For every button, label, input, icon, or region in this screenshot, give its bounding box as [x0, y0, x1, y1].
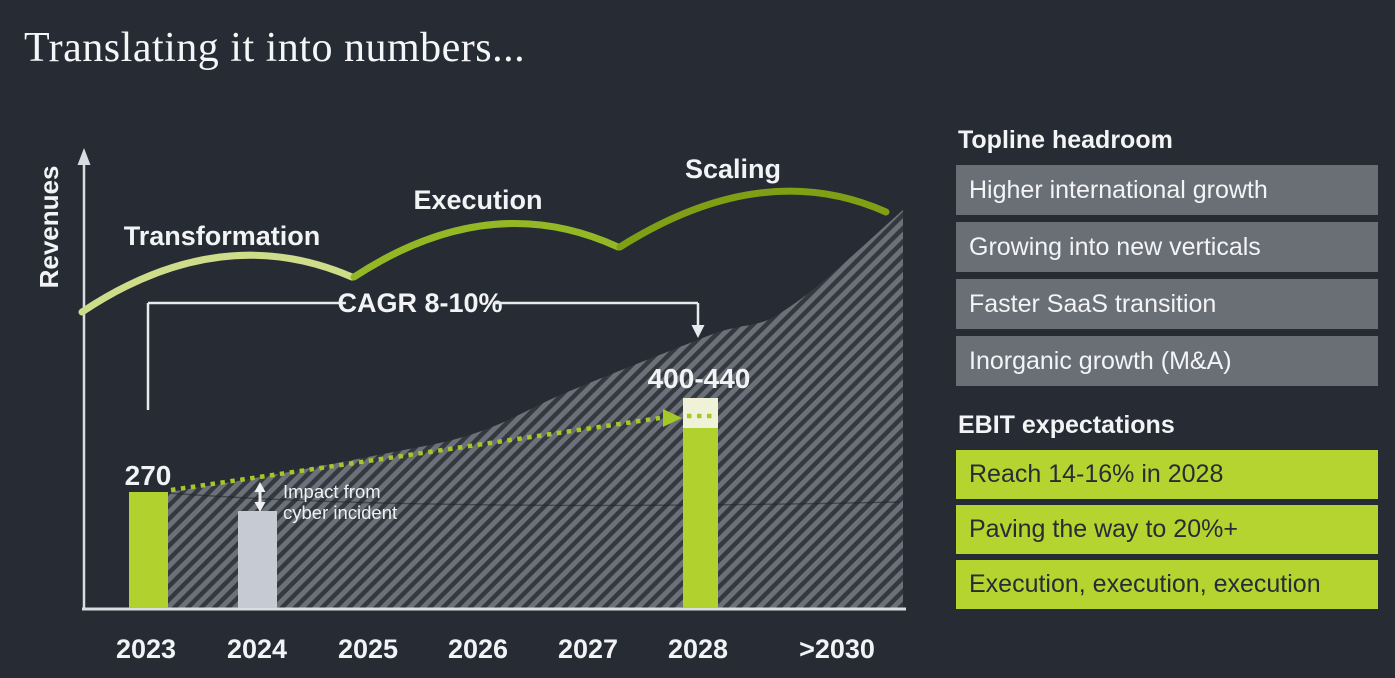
- arc-execution: [350, 219, 622, 281]
- trend-arrowhead-icon: [663, 409, 682, 427]
- topline-item-label: Growing into new verticals: [969, 232, 1261, 261]
- y-axis-label: Revenues: [34, 166, 64, 289]
- topline-item-label: Inorganic growth (M&A): [969, 346, 1232, 375]
- topline-item: Inorganic growth (M&A): [956, 336, 1378, 386]
- cagr-label: CAGR 8-10%: [337, 288, 502, 318]
- incident-arrow-down-icon: [254, 502, 266, 512]
- ebit-item-label: Paving the way to 20%+: [969, 515, 1238, 543]
- topline-item: Faster SaaS transition: [956, 279, 1378, 329]
- phase-label-scaling: Scaling: [685, 154, 781, 184]
- ebit-item-label: Execution, execution, execution: [969, 570, 1321, 598]
- x-label-2023: 2023: [116, 634, 176, 664]
- x-label-2025: 2025: [338, 634, 398, 664]
- x-label-2026: 2026: [448, 634, 508, 664]
- topline-heading: Topline headroom: [958, 126, 1173, 154]
- y-axis-arrow-icon: [77, 148, 91, 165]
- bar-2028: [683, 428, 718, 608]
- topline-item: Higher international growth: [956, 165, 1378, 215]
- x-label-2030: >2030: [799, 634, 875, 664]
- x-label-2024: 2024: [227, 634, 287, 664]
- ebit-heading: EBIT expectations: [958, 411, 1175, 439]
- ebit-item: Reach 14-16% in 2028: [956, 450, 1378, 499]
- incident-note-line1: Impact from: [283, 481, 381, 502]
- topline-item-label: Higher international growth: [969, 175, 1268, 204]
- growth-area: [168, 210, 903, 609]
- side-panel: Topline headroom Higher international gr…: [956, 126, 1378, 615]
- x-label-2027: 2027: [558, 634, 618, 664]
- incident-arrow-up-icon: [254, 482, 266, 492]
- phase-label-execution: Execution: [413, 185, 542, 215]
- incident-note-line2: cyber incident: [283, 502, 397, 523]
- topline-item: Growing into new verticals: [956, 222, 1378, 272]
- ebit-item: Paving the way to 20%+: [956, 505, 1378, 554]
- bar-2024-cyber-incident: [238, 511, 277, 608]
- revenue-chart: Revenues 270 400-440 Transformation Exec…: [34, 148, 906, 664]
- arc-transformation: [78, 251, 356, 316]
- page-title: Translating it into numbers...: [24, 25, 526, 71]
- bar-2023: [129, 492, 168, 608]
- bar-2023-value: 270: [125, 460, 172, 491]
- topline-item-label: Faster SaaS transition: [969, 289, 1217, 318]
- bar-2028-value: 400-440: [648, 363, 751, 394]
- ebit-item: Execution, execution, execution: [956, 560, 1378, 609]
- dotted-trend-line: [170, 415, 661, 493]
- ebit-item-label: Reach 14-16% in 2028: [969, 460, 1224, 488]
- phase-label-transformation: Transformation: [124, 221, 321, 251]
- bar-2028-range-cap: [683, 398, 718, 428]
- arc-scaling: [616, 187, 890, 251]
- cagr-arrowhead-icon: [691, 325, 705, 338]
- x-label-2028: 2028: [668, 634, 728, 664]
- hatch-seam-line: [167, 492, 901, 507]
